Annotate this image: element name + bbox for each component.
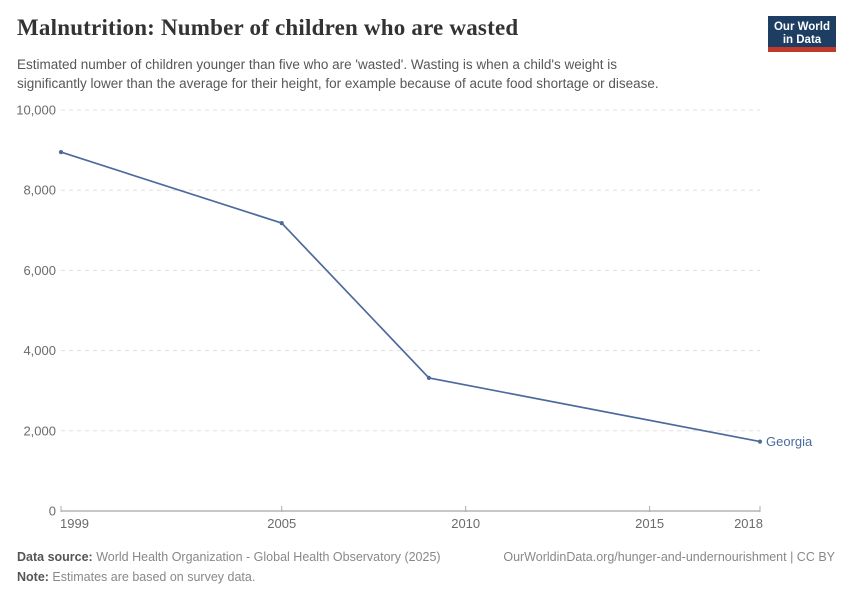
x-axis-tick-label: 1999 <box>60 516 89 531</box>
data-point[interactable] <box>426 375 431 380</box>
y-axis-tick-label: 10,000 <box>16 103 56 118</box>
y-axis-tick-label: 0 <box>49 504 56 519</box>
owid-logo-red-bar <box>768 47 836 52</box>
note-line: Note: Estimates are based on survey data… <box>17 570 255 584</box>
chart-footer: Data source: World Health Organization -… <box>17 548 835 587</box>
y-axis-tick-label: 2,000 <box>23 423 56 438</box>
data-source-line: Data source: World Health Organization -… <box>17 548 441 568</box>
y-axis-tick-label: 6,000 <box>23 263 56 278</box>
entity-label[interactable]: Georgia <box>766 434 813 449</box>
chart-subtitle-line2: significantly lower than the average for… <box>17 76 659 91</box>
chart-subtitle-line1: Estimated number of children younger tha… <box>17 57 618 72</box>
data-point[interactable] <box>757 439 763 444</box>
owid-logo-text-line2: in Data <box>782 34 822 46</box>
x-axis-tick-label: 2005 <box>267 516 296 531</box>
chart-subtitle: Estimated number of children younger tha… <box>17 55 659 93</box>
x-axis-tick-label: 2010 <box>451 516 480 531</box>
owid-logo[interactable]: Our World in Data <box>768 16 836 52</box>
x-axis-tick-label: 2018 <box>734 516 763 531</box>
y-axis-tick-label: 4,000 <box>23 343 56 358</box>
y-axis-tick-label: 8,000 <box>23 183 56 198</box>
note-label: Note: <box>17 569 49 584</box>
x-axis-tick-label: 2015 <box>635 516 664 531</box>
owid-url-link[interactable]: OurWorldinData.org/hunger-and-undernouri… <box>503 550 835 564</box>
page-title: Malnutrition: Number of children who are… <box>17 15 519 40</box>
line-chart-canvas[interactable]: 0 2,000 4,000 6,000 8,000 10,000 1999 2005 2010 2… <box>0 98 850 546</box>
data-source-value: World Health Organization - Global Healt… <box>92 550 441 564</box>
series-line[interactable] <box>60 151 761 443</box>
data-point[interactable] <box>58 150 64 155</box>
data-source-label: Data source: <box>17 550 93 564</box>
note-value: Estimates are based on survey data. <box>48 569 256 584</box>
data-point[interactable] <box>279 221 284 226</box>
owid-logo-text-line1: Our World <box>773 21 830 33</box>
